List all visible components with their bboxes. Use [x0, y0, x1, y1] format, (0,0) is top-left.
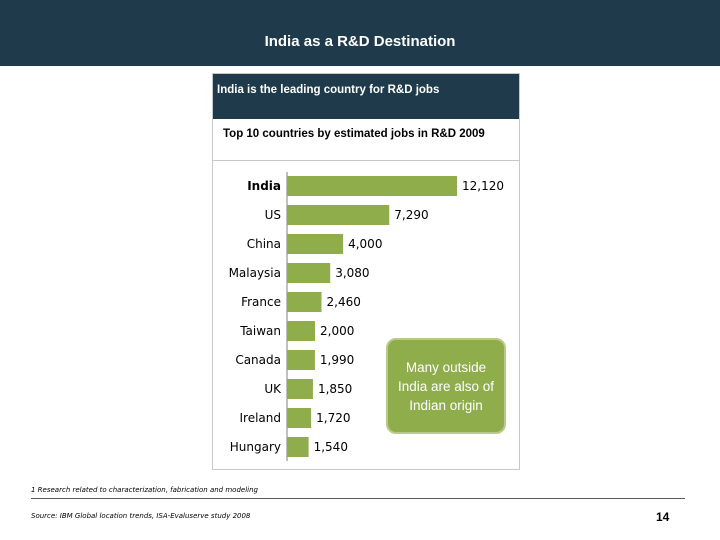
bar-canada — [287, 350, 315, 370]
footer-rule — [31, 498, 685, 499]
panel-header: India is the leading country for R&D job… — [213, 74, 519, 119]
category-label-malaysia: Malaysia — [229, 266, 281, 280]
category-label-uk: UK — [264, 382, 282, 396]
bar-hungary — [287, 437, 309, 457]
value-label-india: 12,120 — [462, 179, 504, 193]
category-label-france: France — [241, 295, 281, 309]
page-number: 14 — [656, 510, 670, 524]
title-bar — [0, 0, 720, 66]
bar-taiwan — [287, 321, 316, 341]
footnote: 1 Research related to characterization, … — [31, 486, 258, 494]
bar-us — [287, 205, 390, 225]
bar-uk — [287, 379, 313, 399]
panel-header-text: India is the leading country for R&D job… — [217, 84, 440, 96]
value-label-uk: 1,850 — [318, 382, 352, 396]
bar-france — [287, 292, 322, 312]
value-label-france: 2,460 — [327, 295, 361, 309]
category-label-ireland: Ireland — [239, 411, 281, 425]
value-label-ireland: 1,720 — [316, 411, 350, 425]
category-label-india: India — [247, 179, 281, 193]
source-note: Source: IBM Global location trends, ISA-… — [31, 512, 251, 520]
bar-malaysia — [287, 263, 331, 283]
category-label-us: US — [265, 208, 281, 222]
chart-title: Top 10 countries by estimated jobs in R&… — [223, 128, 485, 140]
value-label-taiwan: 2,000 — [320, 324, 354, 338]
bar-china — [287, 234, 344, 254]
value-label-hungary: 1,540 — [314, 440, 348, 454]
category-label-canada: Canada — [235, 353, 281, 367]
value-label-us: 7,290 — [394, 208, 428, 222]
page-title: India as a R&D Destination — [264, 33, 456, 50]
category-label-china: China — [247, 237, 281, 251]
value-label-china: 4,000 — [348, 237, 382, 251]
category-label-hungary: Hungary — [230, 440, 281, 454]
panel-divider — [213, 160, 519, 161]
chart-panel: India is the leading country for R&D job… — [212, 73, 520, 470]
indian-origin-callout: Many outside India are also of Indian or… — [386, 338, 506, 434]
value-label-malaysia: 3,080 — [335, 266, 369, 280]
bar-ireland — [287, 408, 312, 428]
value-label-canada: 1,990 — [320, 353, 354, 367]
category-label-taiwan: Taiwan — [239, 324, 281, 338]
bar-india — [287, 176, 457, 196]
